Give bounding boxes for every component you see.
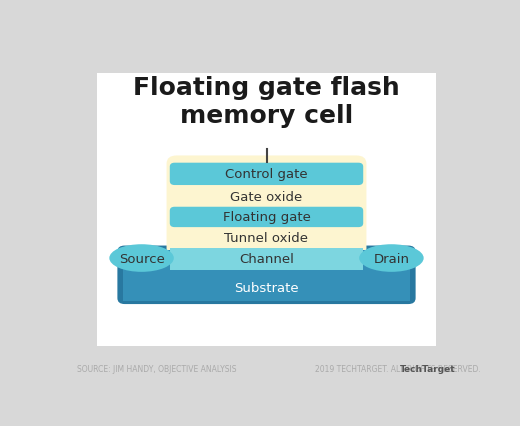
Text: Source: Source bbox=[119, 252, 164, 265]
FancyBboxPatch shape bbox=[170, 207, 363, 227]
Text: Floating gate: Floating gate bbox=[223, 211, 310, 224]
Text: Substrate: Substrate bbox=[234, 282, 299, 294]
Text: Channel: Channel bbox=[239, 252, 294, 265]
Text: Floating gate flash
memory cell: Floating gate flash memory cell bbox=[133, 76, 400, 128]
Text: SOURCE: JIM HANDY, OBJECTIVE ANALYSIS: SOURCE: JIM HANDY, OBJECTIVE ANALYSIS bbox=[77, 364, 237, 373]
Bar bbox=[170, 228, 363, 248]
Bar bbox=[170, 249, 363, 268]
FancyBboxPatch shape bbox=[118, 246, 415, 304]
Text: 2019 TECHTARGET. ALL RIGHTS RESERVED.: 2019 TECHTARGET. ALL RIGHTS RESERVED. bbox=[315, 364, 480, 373]
FancyBboxPatch shape bbox=[170, 163, 363, 186]
Bar bbox=[170, 186, 363, 207]
Bar bbox=[123, 250, 410, 301]
Text: Tunnel oxide: Tunnel oxide bbox=[225, 232, 308, 245]
Ellipse shape bbox=[359, 245, 424, 272]
Text: TechTarget: TechTarget bbox=[400, 364, 456, 373]
Ellipse shape bbox=[109, 245, 174, 272]
FancyBboxPatch shape bbox=[166, 156, 367, 273]
Text: Gate oxide: Gate oxide bbox=[230, 190, 303, 203]
Text: Drain: Drain bbox=[373, 252, 409, 265]
Text: Control gate: Control gate bbox=[225, 168, 308, 181]
Bar bbox=[170, 248, 363, 270]
FancyBboxPatch shape bbox=[97, 74, 436, 346]
